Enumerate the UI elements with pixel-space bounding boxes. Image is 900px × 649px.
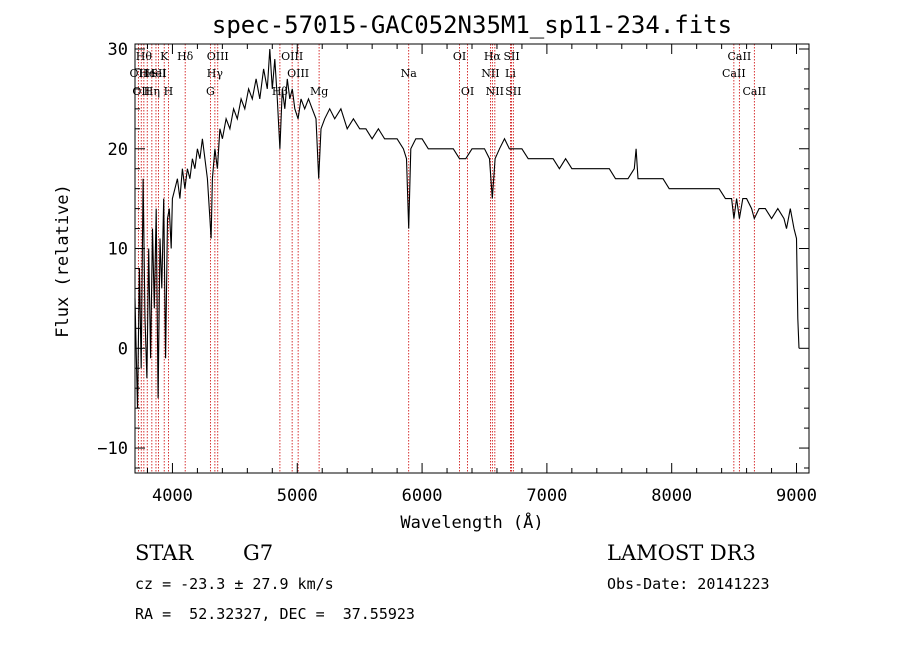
line-labels: OIIOIIHθHeHηHeISIIKHHδGHγOIIIHβOIIIOIIIM… <box>130 50 767 98</box>
obs-date: Obs-Date: 20141223 <box>607 575 770 593</box>
line-label-OII: OII <box>132 85 150 98</box>
line-label-Hθ: Hθ <box>136 50 153 63</box>
line-label-Na: Na <box>401 67 418 80</box>
line-label-H: H <box>164 85 174 98</box>
object-type: STAR <box>135 541 194 565</box>
plot-frame <box>134 43 810 474</box>
line-label-HeI: HeI <box>146 67 166 80</box>
x-tick-label: 7000 <box>526 486 567 506</box>
line-label-OIII: OIII <box>281 50 303 63</box>
x-tick-label: 5000 <box>277 486 318 506</box>
line-label-Hγ: Hγ <box>207 67 224 80</box>
redshift-cz: cz = -23.3 ± 27.9 km/s <box>135 575 334 593</box>
y-tick-label: 0 <box>118 339 128 359</box>
axis-ticks: 4000 5000 6000 7000 8000 9000 −10 0 10 20 30 <box>97 40 817 506</box>
line-label-Hδ: Hδ <box>177 50 194 63</box>
coordinates: RA = 52.32327, DEC = 37.55923 <box>135 605 415 623</box>
survey-name: LAMOST DR3 <box>607 541 756 565</box>
line-label-OIII: OIII <box>287 67 309 80</box>
spectrum-series-line <box>134 48 800 409</box>
x-axis-label: Wavelength (Å) <box>400 511 543 533</box>
x-tick-label: 8000 <box>651 486 692 506</box>
subclass: G7 <box>243 541 273 565</box>
line-label-G: G <box>206 85 215 98</box>
line-label-OIII: OIII <box>207 50 229 63</box>
line-label-OII: OII <box>130 67 148 80</box>
line-label-SII: SII <box>503 50 519 63</box>
y-tick-label: 10 <box>108 240 128 260</box>
line-label-OI: OI <box>461 85 474 98</box>
line-label-NII: NII <box>481 67 499 80</box>
x-tick-label: 4000 <box>152 486 193 506</box>
y-tick-label: 20 <box>108 140 128 160</box>
line-label-K: K <box>160 50 169 63</box>
line-label-Li: Li <box>505 67 516 80</box>
line-label-SII: SII <box>505 85 521 98</box>
line-label-He: He <box>139 67 155 80</box>
line-label-NII: NII <box>486 85 504 98</box>
y-axis-label: Flux (relative) <box>53 184 73 338</box>
line-label-Hη: Hη <box>144 85 160 98</box>
line-label-Mg: Mg <box>310 85 328 98</box>
line-label-SII: SII <box>150 67 166 80</box>
x-tick-label: 9000 <box>776 486 817 506</box>
chart-title: spec-57015-GAC052N35M1_sp11-234.fits <box>212 11 732 39</box>
y-tick-label: 30 <box>108 40 128 60</box>
x-tick-label: 6000 <box>402 486 443 506</box>
line-label-CaII: CaII <box>722 67 746 80</box>
line-label-CaII: CaII <box>742 85 766 98</box>
line-label-OI: OI <box>453 50 466 63</box>
line-label-Hα: Hα <box>484 50 502 63</box>
line-label-Hβ: Hβ <box>272 85 288 98</box>
line-label-CaII: CaII <box>728 50 752 63</box>
y-tick-label: −10 <box>97 439 128 459</box>
line-markers <box>137 44 755 473</box>
